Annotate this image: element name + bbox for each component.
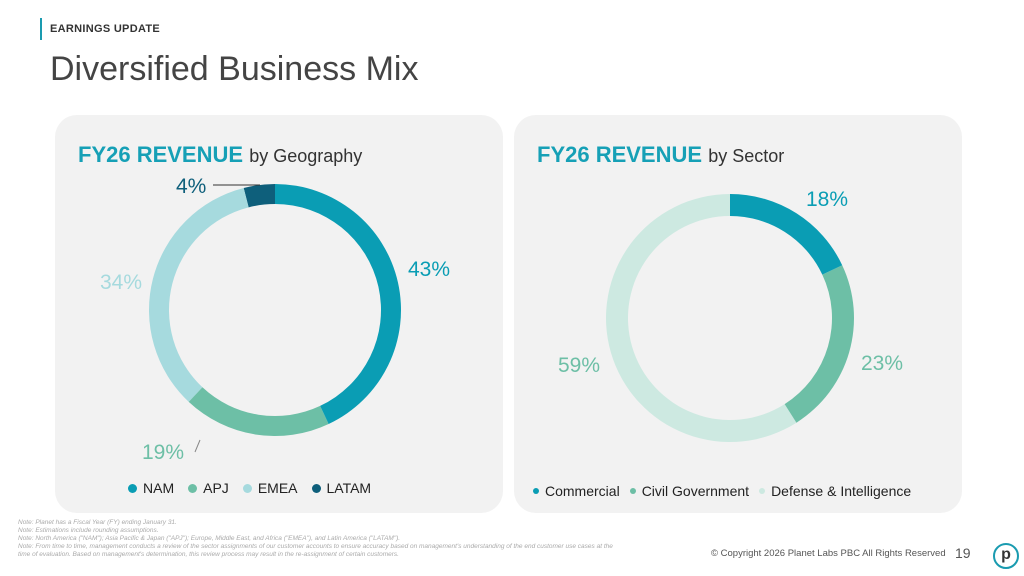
legend-label: Defense & Intelligence — [771, 483, 912, 499]
footnote: Note: Planet has a Fiscal Year (FY) endi… — [18, 519, 177, 526]
label-nam: 43% — [408, 258, 451, 281]
sector-chart-title: FY26 REVENUE by Sector — [537, 142, 785, 167]
legend-label: NAM — [143, 480, 175, 496]
legend-label: Civil Government — [641, 483, 750, 499]
legend-dot — [128, 483, 137, 493]
donut-slice-emea — [149, 187, 249, 402]
donut-slice-commercial — [730, 194, 843, 275]
donut-slice-apj — [188, 387, 329, 436]
footnotes: Note: Planet has a Fiscal Year (FY) endi… — [18, 519, 618, 559]
donut-slice-nam — [275, 184, 402, 425]
label-latam: 4% — [176, 175, 207, 198]
label-defense: 59% — [558, 354, 601, 377]
legend-latam: LATAM — [311, 480, 372, 496]
label-commercial: 18% — [806, 188, 849, 211]
page-number: 19 — [955, 545, 971, 561]
legend-label: APJ — [203, 480, 229, 496]
apj-leader-line — [194, 439, 201, 453]
planet-logo: p — [993, 543, 1019, 569]
legend-dot — [629, 488, 636, 494]
geography-panel — [55, 115, 503, 513]
label-civil: 23% — [861, 352, 904, 375]
page-title: Diversified Business Mix — [50, 50, 419, 88]
legend-nam: NAM — [128, 480, 174, 496]
legend-label: LATAM — [326, 480, 372, 496]
legend-label: EMEA — [257, 480, 298, 496]
footnote: Note: North America ("NAM"); Asia Pacifi… — [18, 535, 401, 542]
legend-dot — [311, 483, 321, 493]
legend-emea: EMEA — [242, 480, 298, 496]
sector-panel — [514, 115, 962, 513]
legend-defense: Defense & Intelligence — [759, 483, 911, 499]
legend-dot — [759, 488, 766, 494]
legend-apj: APJ — [188, 480, 229, 496]
geography-legend: NAM APJ EMEA LATAM — [128, 480, 371, 496]
label-apj: 19% — [142, 441, 185, 464]
legend-dot — [188, 483, 198, 493]
copyright: © Copyright 2026 Planet Labs PBC All Rig… — [711, 548, 946, 559]
footnote: Note: Estimations include rounding assum… — [18, 527, 159, 534]
legend-commercial: Commercial — [533, 483, 620, 499]
donut-slice-latam — [243, 184, 275, 208]
footnote: Note: From time to time, management cond… — [18, 543, 613, 558]
section-kicker: EARNINGS UPDATE — [40, 18, 160, 40]
legend-civil: Civil Government — [629, 483, 750, 499]
legend-label: Commercial — [545, 483, 620, 499]
geography-chart-title: FY26 REVENUE by Geography — [78, 142, 363, 167]
legend-dot — [533, 488, 539, 494]
sector-legend: Commercial Civil Government Defense & In… — [533, 483, 911, 499]
legend-dot — [242, 483, 252, 493]
label-emea: 34% — [100, 271, 143, 294]
donut-slice-defense-intelligence — [605, 194, 797, 442]
donut-slice-civil-government — [784, 265, 854, 423]
